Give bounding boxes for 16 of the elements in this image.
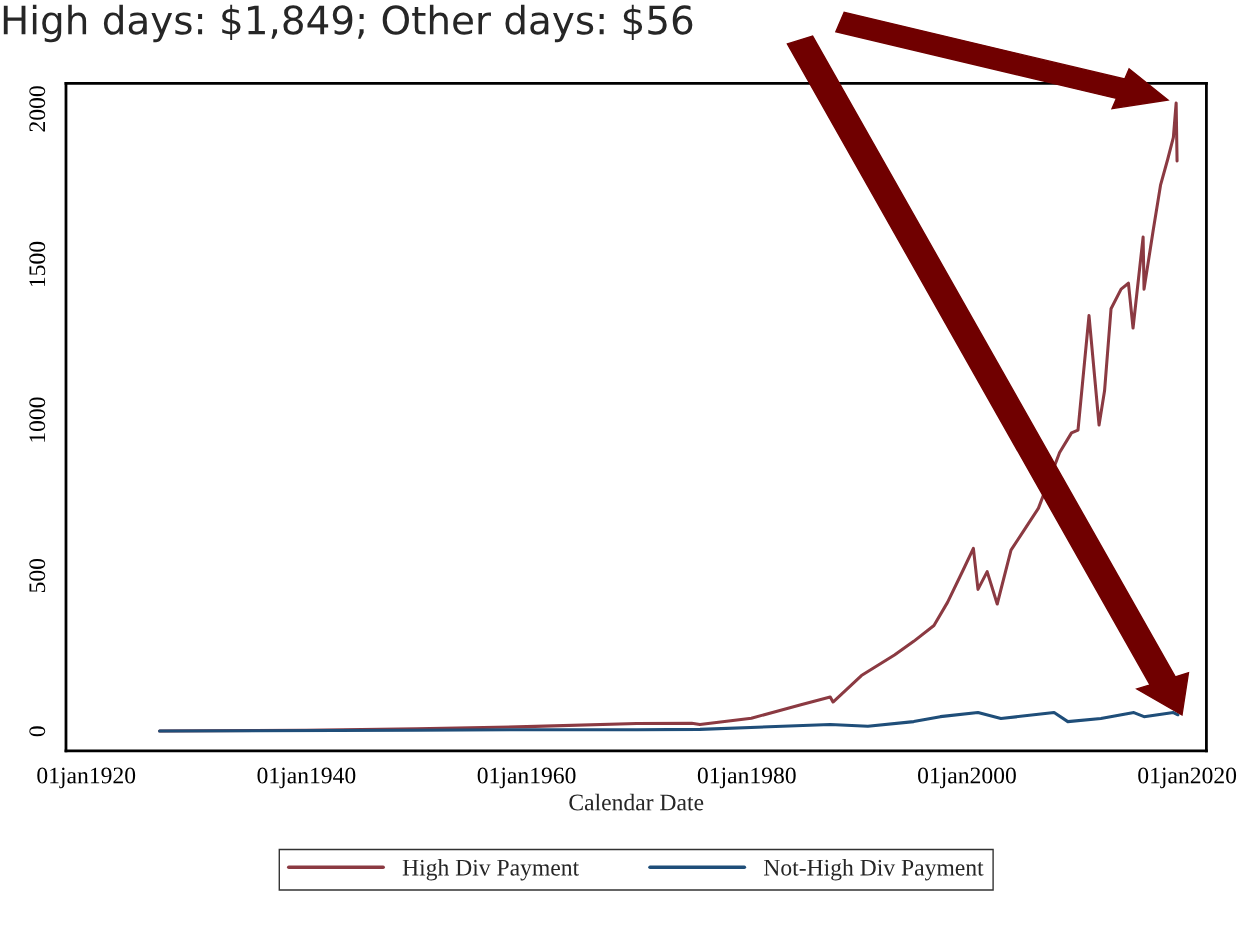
chart-title: High days: $1,849; Other days: $56 bbox=[3, 4, 693, 43]
y-tick-label: 1000 bbox=[29, 397, 46, 442]
y-tick-label: 1500 bbox=[29, 241, 46, 287]
x-tick-label: 01jan1920 bbox=[37, 767, 136, 789]
legend-label: Not-High Div Payment bbox=[763, 859, 984, 881]
x-tick-label: 01jan1940 bbox=[257, 767, 356, 789]
x-tick-label: 01jan1980 bbox=[697, 767, 796, 789]
y-tick-label: 0 bbox=[29, 726, 46, 737]
x-tick-label: 01jan2020 bbox=[1138, 767, 1237, 789]
y-tick-label: 2000 bbox=[29, 86, 46, 132]
legend-label: High Div Payment bbox=[402, 859, 579, 881]
x-tick-label: 01jan2000 bbox=[918, 767, 1016, 789]
line-series bbox=[158, 711, 1180, 733]
y-tick-label: 500 bbox=[29, 558, 46, 593]
x-axis-title: Calendar Date bbox=[569, 793, 704, 811]
x-tick-label: 01jan1960 bbox=[477, 767, 576, 789]
